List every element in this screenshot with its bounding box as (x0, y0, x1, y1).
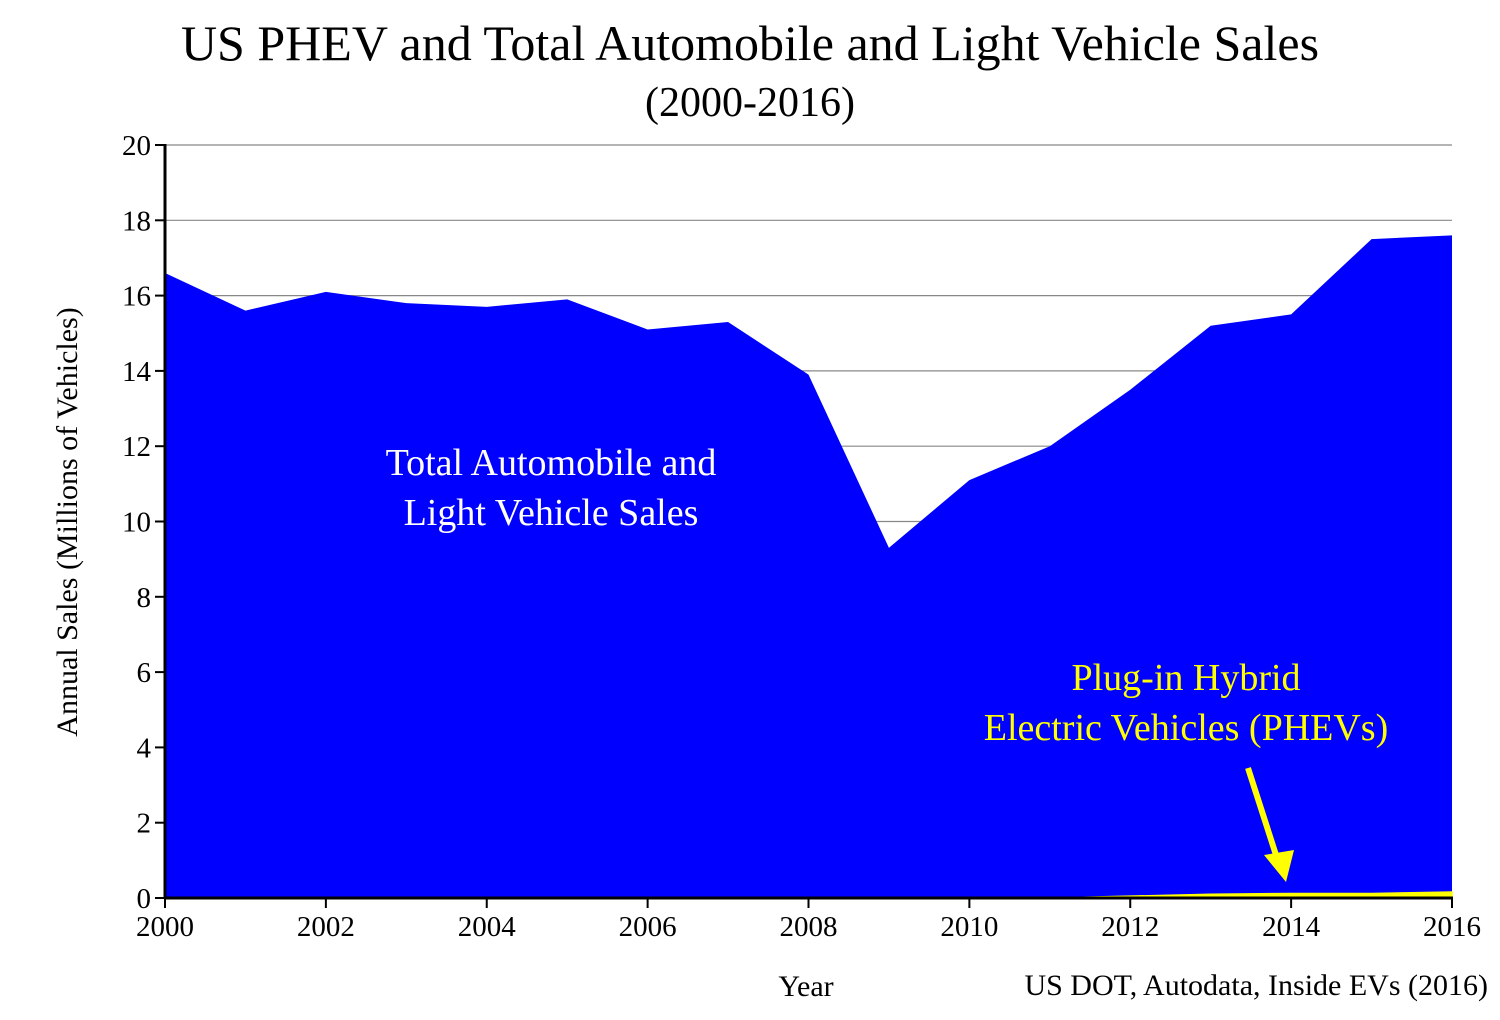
chart-title: US PHEV and Total Automobile and Light V… (180, 15, 1320, 71)
y-tick-label: 18 (122, 205, 151, 237)
y-tick-label: 16 (122, 281, 151, 313)
x-tick-label: 2012 (1101, 911, 1159, 943)
annotation-phev: Plug-in Hybrid (1071, 657, 1300, 699)
x-tick-label: 2016 (1423, 911, 1481, 943)
x-axis-label: Year (778, 970, 834, 1003)
x-tick-label: 2004 (458, 911, 517, 943)
y-tick-label: 12 (122, 431, 151, 463)
x-tick-label: 2006 (619, 911, 677, 943)
y-tick-label: 0 (137, 883, 152, 915)
x-tick-label: 2014 (1262, 911, 1321, 943)
y-tick-label: 4 (137, 732, 152, 764)
source-note: US DOT, Autodata, Inside EVs (2016) (1024, 969, 1488, 1002)
x-tick-label: 2002 (297, 911, 355, 943)
y-tick-label: 14 (122, 356, 152, 388)
y-tick-label: 6 (137, 657, 152, 689)
annotation-total-sales: Total Automobile and (386, 442, 717, 484)
annotation-arrowhead (1264, 850, 1294, 882)
x-tick-label: 2000 (136, 911, 194, 943)
x-tick-label: 2010 (940, 911, 998, 943)
y-axis-label: Annual Sales (Millions of Vehicles) (51, 307, 84, 737)
annotation-phev: Electric Vehicles (PHEVs) (984, 707, 1389, 749)
annotation-total-sales: Light Vehicle Sales (404, 492, 699, 534)
x-tick-label: 2008 (780, 911, 838, 943)
y-tick-label: 10 (122, 507, 151, 539)
y-tick-label: 8 (137, 582, 152, 614)
annotation-arrow (1245, 767, 1279, 856)
y-tick-label: 20 (122, 130, 151, 162)
chart-subtitle: (2000-2016) (645, 80, 855, 126)
y-tick-label: 2 (137, 808, 152, 840)
series-area-total-sales (165, 235, 1452, 899)
